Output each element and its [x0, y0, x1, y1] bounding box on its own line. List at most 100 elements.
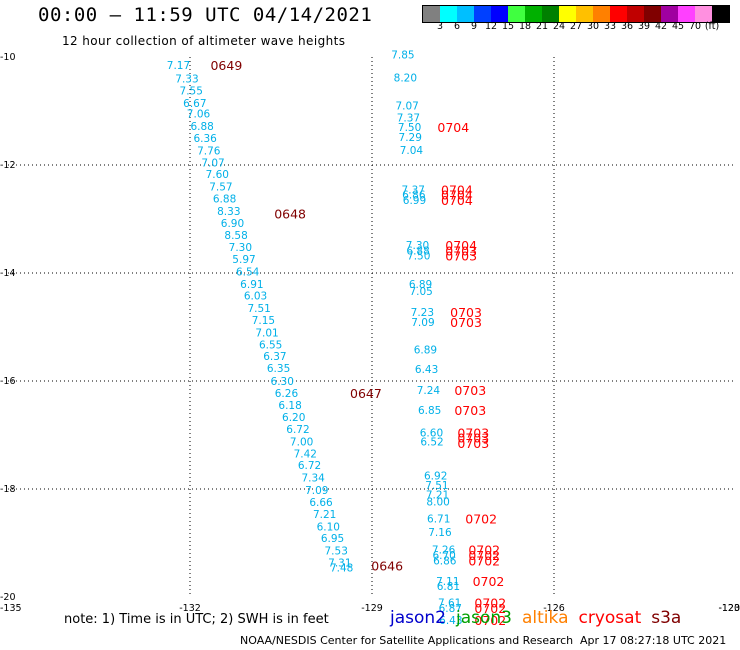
wave-height-value: 6.60 [420, 427, 443, 439]
pass-time-label: 0704 [445, 238, 477, 253]
satellite-legend: jason2 jason3 altika cryosat s3a [390, 608, 681, 628]
pass-time-label: 0649 [210, 58, 242, 73]
wave-height-value: 7.61 [438, 597, 461, 609]
wave-height-value: 5.97 [232, 254, 255, 266]
color-swatch [644, 6, 661, 22]
note-text: note: 1) Time is in UTC; 2) SWH is in fe… [64, 612, 329, 627]
x-tick-label: -132 [179, 603, 201, 614]
wave-height-value: 6.67 [183, 98, 206, 110]
wave-height-value: 6.03 [244, 291, 267, 303]
wave-height-value: 6.89 [409, 279, 432, 291]
color-scale-label: (ft) [704, 21, 720, 32]
x-tick-label: -126 [543, 603, 565, 614]
wave-height-value: 6.37 [263, 351, 286, 363]
wave-height-value: 7.29 [399, 132, 422, 144]
color-scale-label: 27 [569, 21, 583, 32]
x-tick-label: -123 [718, 603, 740, 614]
wave-height-value: 7.76 [197, 145, 221, 157]
wave-height-value: 7.85 [391, 49, 414, 61]
wave-height-value: 6.86 [402, 190, 426, 202]
legend-entry: jason3 [456, 608, 512, 628]
wave-height-value: 7.51 [247, 303, 270, 315]
wave-height-value: 7.07 [201, 157, 224, 169]
wave-height-value: 7.42 [294, 448, 317, 460]
color-swatch [423, 6, 440, 22]
wave-height-value: 6.87 [439, 603, 462, 615]
pass-time-label: 0704 [441, 182, 473, 197]
wave-height-value: 6.66 [309, 497, 333, 509]
color-swatch [661, 6, 678, 22]
color-scale-label: 36 [620, 21, 634, 32]
wave-height-value: 6.30 [271, 376, 294, 388]
wave-height-value: 7.30 [406, 240, 429, 252]
wave-height-value: 6.71 [427, 514, 450, 526]
y-tick-label: -10 [0, 52, 16, 63]
color-swatch [576, 6, 593, 22]
wave-height-points: 7.177.337.556.677.066.886.367.767.077.60… [167, 49, 463, 627]
chart-subtitle: 12 hour collection of altimeter wave hei… [62, 34, 346, 48]
color-scale-label: 42 [654, 21, 668, 32]
wave-height-value: 6.88 [406, 245, 429, 257]
color-swatch [491, 6, 508, 22]
pass-time-label: 0703 [457, 436, 489, 451]
color-swatch [542, 6, 559, 22]
x-tick-label: -129 [361, 603, 383, 614]
wave-height-value: 7.50 [407, 251, 430, 263]
wave-height-value: 7.24 [417, 385, 441, 397]
wave-height-value: 7.37 [397, 112, 420, 124]
wave-height-value: 7.33 [175, 74, 198, 86]
wave-height-value: 7.07 [395, 101, 418, 113]
color-scale-label: 18 [518, 21, 532, 32]
wave-height-value: 6.18 [278, 400, 301, 412]
wave-height-value: 6.85 [418, 405, 441, 417]
color-scale-label: 30 [586, 21, 600, 32]
color-scale-label: 70 [688, 21, 702, 32]
wave-height-value: 6.90 [221, 218, 244, 230]
wave-height-value: 7.15 [252, 315, 275, 327]
color-scale-label: 12 [484, 21, 498, 32]
wave-height-value: 6.88 [190, 121, 213, 133]
pass-time-label: 0702 [474, 613, 506, 628]
y-tick-label: -12 [0, 160, 16, 171]
wave-height-value: 7.01 [255, 327, 278, 339]
wave-height-value: 7.37 [402, 184, 425, 196]
grid-lines [8, 57, 736, 597]
footer-timestamp: Apr 17 08:27:18 UTC 2021 [580, 634, 727, 647]
color-swatch [457, 6, 474, 22]
pass-time-label: 0702 [474, 601, 506, 616]
y-tick-label: -16 [0, 376, 16, 387]
wave-height-value: 7.30 [229, 242, 252, 254]
legend-entry: cryosat [578, 608, 642, 628]
axis-labels: -135 -132 -129 -126 -123-120 -10 -12 -14 -16 -18 -… [0, 52, 740, 614]
wave-height-value: 7.53 [325, 546, 348, 558]
pass-time-label: 0703 [450, 305, 482, 320]
wave-height-value: 7.04 [400, 145, 424, 157]
wave-height-value: 6.81 [437, 581, 460, 593]
wave-height-value: 8.20 [394, 73, 417, 85]
wave-height-value: 7.16 [428, 527, 452, 539]
wave-height-value: 7.00 [290, 436, 313, 448]
wave-height-value: 7.60 [206, 169, 229, 181]
wave-height-value: 7.21 [313, 509, 336, 521]
wave-height-value: 7.50 [398, 122, 421, 134]
wave-height-value: 6.95 [321, 533, 344, 545]
wave-height-value: 6.54 [236, 266, 260, 278]
color-scale-bar [422, 5, 730, 23]
color-swatch [508, 6, 525, 22]
wave-height-value: 7.51 [425, 480, 448, 492]
pass-time-label: 0703 [450, 315, 482, 330]
pass-time-label: 0702 [468, 548, 500, 563]
wave-height-value: 7.34 [301, 473, 325, 485]
color-scale-label: 3 [436, 21, 444, 32]
wave-height-value: 8.58 [224, 230, 247, 242]
wave-height-value: 8.00 [426, 496, 449, 508]
pass-time-label: 0702 [465, 512, 497, 527]
color-scale-label: 33 [603, 21, 617, 32]
wave-height-value: 7.57 [209, 182, 232, 194]
pass-time-labels: 0649064806470646070407040704070407040703… [210, 58, 506, 628]
wave-height-value: 6.70 [432, 550, 455, 562]
wave-height-value: 6.35 [267, 363, 290, 375]
wave-height-value: 6.43 [439, 615, 462, 627]
wave-height-value: 6.52 [420, 436, 443, 448]
color-scale-label: 15 [501, 21, 515, 32]
